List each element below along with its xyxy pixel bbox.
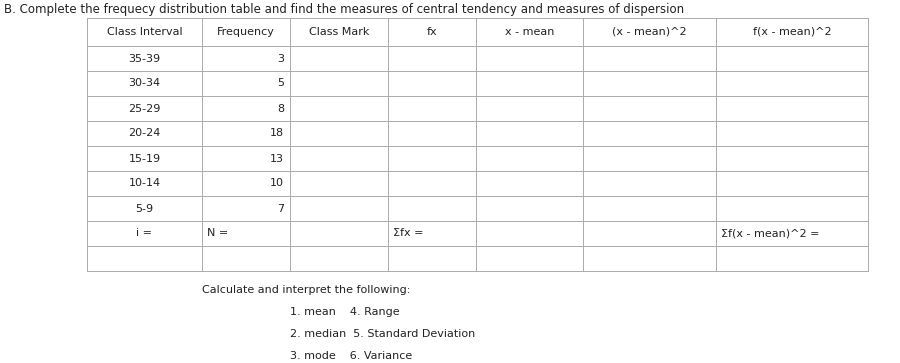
- Text: N =: N =: [207, 228, 229, 238]
- Text: 7: 7: [277, 204, 284, 213]
- Text: Class Mark: Class Mark: [309, 27, 369, 37]
- Text: 10: 10: [270, 179, 284, 188]
- Text: Frequency: Frequency: [217, 27, 274, 37]
- Text: 10-14: 10-14: [129, 179, 160, 188]
- Text: 1. mean    4. Range: 1. mean 4. Range: [290, 307, 400, 317]
- Text: 5: 5: [277, 78, 284, 89]
- Text: Class Interval: Class Interval: [107, 27, 183, 37]
- Text: 2. median  5. Standard Deviation: 2. median 5. Standard Deviation: [290, 329, 475, 339]
- Text: 25-29: 25-29: [129, 103, 161, 114]
- Text: 8: 8: [277, 103, 284, 114]
- Text: B. Complete the frequecy distribution table and find the measures of central ten: B. Complete the frequecy distribution ta…: [4, 3, 684, 16]
- Text: Σfx =: Σfx =: [393, 228, 424, 238]
- Text: Σf(x - mean)^2 =: Σf(x - mean)^2 =: [721, 228, 820, 238]
- Text: Calculate and interpret the following:: Calculate and interpret the following:: [202, 285, 410, 295]
- Text: 3. mode    6. Variance: 3. mode 6. Variance: [290, 351, 412, 361]
- Text: 35-39: 35-39: [129, 53, 160, 64]
- Text: 13: 13: [270, 154, 284, 163]
- Text: i =: i =: [137, 228, 152, 238]
- Text: 5-9: 5-9: [135, 204, 154, 213]
- Text: 20-24: 20-24: [129, 129, 161, 139]
- Text: fx: fx: [427, 27, 437, 37]
- Text: 18: 18: [270, 129, 284, 139]
- Text: f(x - mean)^2: f(x - mean)^2: [752, 27, 832, 37]
- Text: 3: 3: [277, 53, 284, 64]
- Text: 15-19: 15-19: [129, 154, 160, 163]
- Text: 30-34: 30-34: [129, 78, 160, 89]
- Text: (x - mean)^2: (x - mean)^2: [612, 27, 687, 37]
- Text: x - mean: x - mean: [505, 27, 554, 37]
